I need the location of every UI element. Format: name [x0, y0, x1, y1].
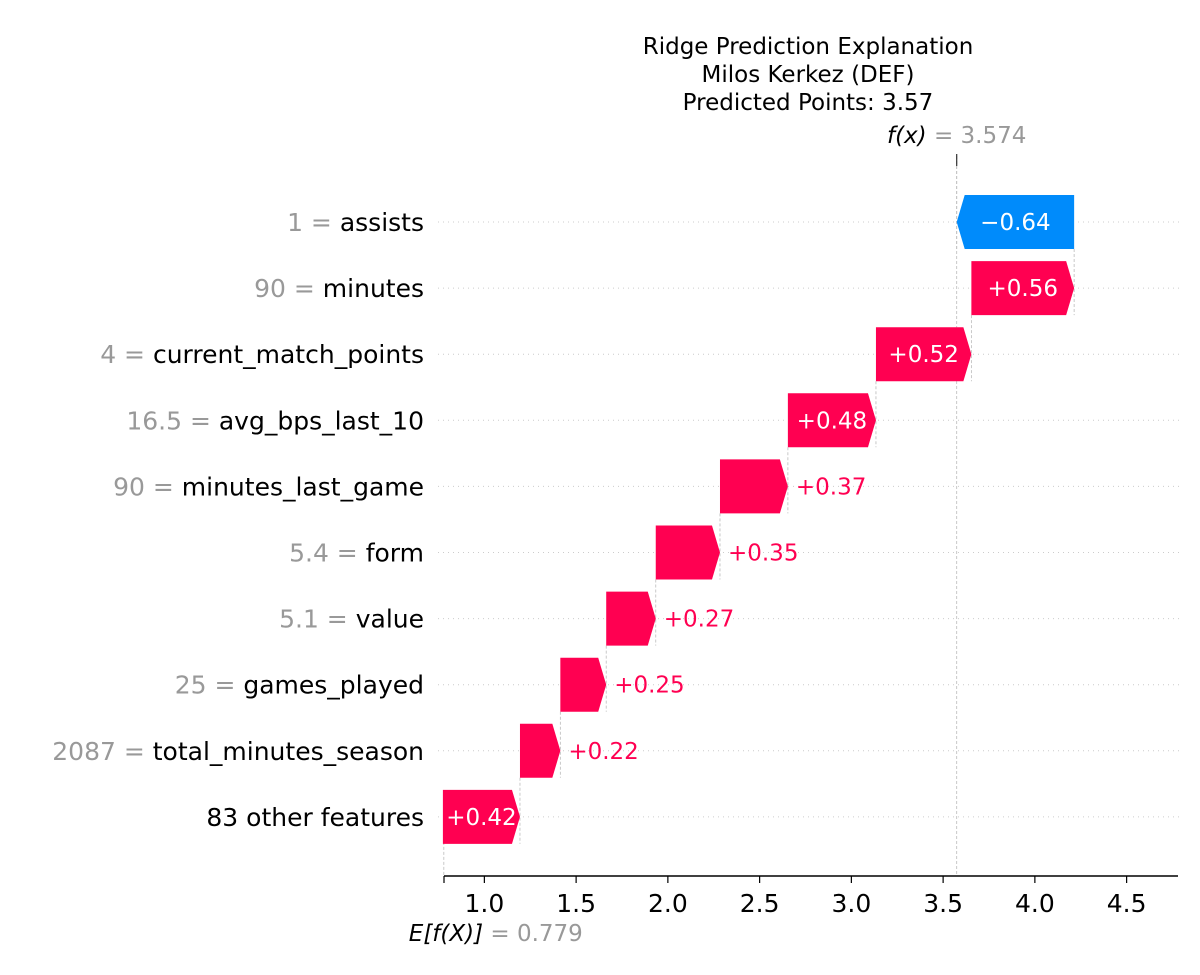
feature-label: 4 = current_match_points — [100, 340, 424, 369]
contribution-bar-minutes-last-game — [719, 459, 788, 514]
contribution-bar-total-minutes-season — [519, 723, 561, 778]
feature-label: 90 = minutes_last_game — [113, 472, 424, 501]
feature-label: 5.1 = value — [279, 605, 424, 634]
output-value-annotation: f(x) = 3.574 — [887, 123, 1026, 149]
x-tick-label: 2.5 — [740, 889, 780, 918]
contribution-bar-assists — [956, 195, 1075, 249]
bar-value-label: +0.37 — [796, 474, 866, 500]
feature-label: 1 = assists — [287, 208, 424, 237]
bar-value-label: +0.35 — [728, 541, 798, 567]
bar-value-label: +0.48 — [797, 408, 867, 434]
feature-label: 2087 = total_minutes_season — [52, 737, 424, 766]
feature-label: 16.5 = avg_bps_last_10 — [126, 406, 424, 435]
bar-value-label: +0.22 — [568, 739, 638, 765]
bar-value-label: +0.56 — [988, 276, 1058, 302]
plot-area: −0.64 1 = assists +0.56 90 = minutes +0.52 4 … — [52, 123, 1180, 947]
bar-value-label: +0.27 — [664, 607, 734, 633]
contribution-bar-form — [655, 525, 720, 580]
feature-label: 90 = minutes — [254, 274, 424, 303]
contribution-bar-games-played — [560, 657, 607, 712]
title-line-1: Ridge Prediction Explanation — [643, 34, 974, 60]
x-tick-label: 3.0 — [831, 889, 871, 918]
contribution-bar-minutes — [971, 261, 1075, 316]
feature-label: 5.4 = form — [289, 539, 424, 568]
feature-label: 83 other features — [206, 803, 424, 832]
bar-value-label: +0.42 — [446, 805, 516, 831]
x-tick-label: 1.0 — [464, 889, 504, 918]
title-line-3: Predicted Points: 3.57 — [683, 90, 934, 116]
x-tick-label: 2.0 — [648, 889, 688, 918]
feature-label: 25 = games_played — [175, 671, 424, 700]
contribution-bar-83-other-features — [442, 789, 520, 844]
x-tick-label: 4.5 — [1107, 889, 1147, 918]
base-value-annotation: E[f(X)] = 0.779 — [409, 921, 583, 947]
bar-value-label: +0.25 — [614, 673, 684, 699]
contribution-bar-avg-bps-last-10 — [787, 393, 876, 448]
bar-value-label: +0.52 — [888, 342, 958, 368]
x-tick-label: 1.5 — [556, 889, 596, 918]
x-tick-label: 3.5 — [923, 889, 963, 918]
x-tick-label: 4.0 — [1015, 889, 1055, 918]
chart-title: Ridge Prediction Explanation Milos Kerke… — [643, 34, 974, 116]
title-line-2: Milos Kerkez (DEF) — [702, 62, 915, 88]
contribution-bar-current-match-points — [875, 327, 972, 382]
contribution-bar-value — [606, 591, 656, 646]
bar-value-label: −0.64 — [980, 210, 1050, 236]
